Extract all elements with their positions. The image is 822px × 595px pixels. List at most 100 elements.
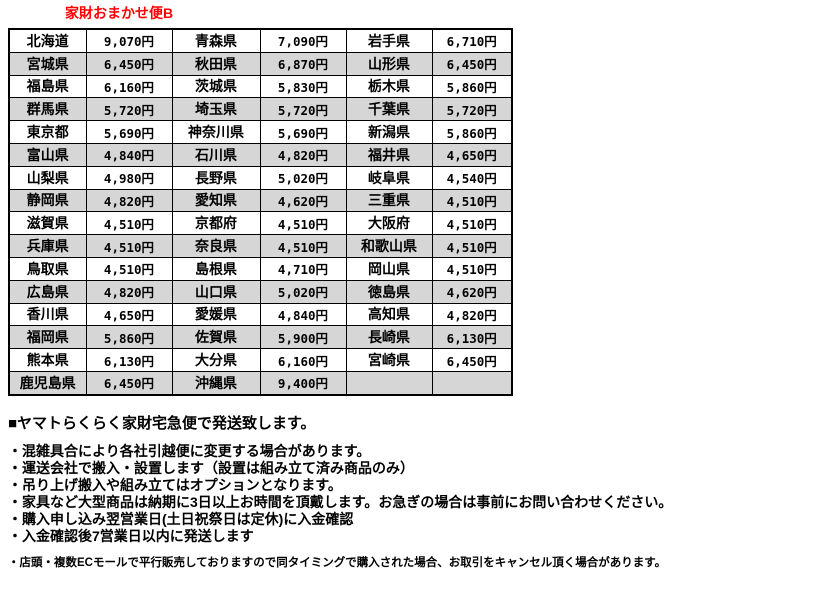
prefecture-cell: 大分県 bbox=[171, 348, 261, 372]
table-row: 山梨県 4,980円 長野県 5,020円 岐阜県 4,540円 bbox=[8, 165, 513, 190]
prefecture-cell: 香川県 bbox=[8, 302, 87, 327]
price-cell: 4,510円 bbox=[431, 256, 513, 281]
shipping-fee-table: 北海道 9,070円 青森県 7,090円 岩手県 6,710円 宮城県 6,450円 秋田県 6… bbox=[8, 28, 513, 396]
prefecture-cell: 滋賀県 bbox=[8, 211, 87, 236]
prefecture-cell: 鹿児島県 bbox=[8, 370, 87, 396]
prefecture-cell: 福岡県 bbox=[8, 325, 87, 350]
table-row: 広島県 4,820円 山口県 5,020円 徳島県 4,620円 bbox=[8, 279, 513, 304]
prefecture-cell: 長崎県 bbox=[345, 325, 433, 350]
price-cell: 5,690円 bbox=[259, 120, 347, 144]
prefecture-cell: 熊本県 bbox=[8, 348, 87, 372]
prefecture-cell: 岩手県 bbox=[345, 28, 433, 53]
price-cell: 4,820円 bbox=[259, 142, 347, 167]
prefecture-cell: 新潟県 bbox=[345, 120, 433, 144]
price-cell: 5,690円 bbox=[85, 120, 173, 144]
price-cell: 4,510円 bbox=[259, 211, 347, 236]
price-cell: 4,510円 bbox=[85, 256, 173, 281]
prefecture-cell: 秋田県 bbox=[171, 51, 261, 76]
prefecture-cell: 島根県 bbox=[171, 256, 261, 281]
prefecture-cell: 沖縄県 bbox=[171, 370, 261, 396]
prefecture-cell: 岐阜県 bbox=[345, 165, 433, 190]
prefecture-cell: 東京都 bbox=[8, 120, 87, 144]
prefecture-cell: 山梨県 bbox=[8, 165, 87, 190]
table-row: 香川県 4,650円 愛媛県 4,840円 高知県 4,820円 bbox=[8, 302, 513, 327]
prefecture-cell: 山形県 bbox=[345, 51, 433, 76]
table-row: 富山県 4,840円 石川県 4,820円 福井県 4,650円 bbox=[8, 142, 513, 167]
note-bullet: ・家具など大型商品は納期に3日以上お時間を頂戴します。お急ぎの場合は事前にお問い… bbox=[8, 494, 673, 510]
price-cell: 5,860円 bbox=[431, 120, 513, 144]
prefecture-cell: 愛知県 bbox=[171, 188, 261, 213]
price-cell: 4,540円 bbox=[431, 165, 513, 190]
price-cell: 4,650円 bbox=[85, 302, 173, 327]
notes-heading: ■ヤマトらくらく家財宅急便で発送致します。 bbox=[8, 415, 316, 432]
prefecture-cell: 千葉県 bbox=[345, 97, 433, 122]
prefecture-cell: 青森県 bbox=[171, 28, 261, 53]
prefecture-cell: 奈良県 bbox=[171, 234, 261, 258]
table-row: 兵庫県 4,510円 奈良県 4,510円 和歌山県 4,510円 bbox=[8, 234, 513, 258]
price-cell: 6,130円 bbox=[431, 325, 513, 350]
price-cell: 4,510円 bbox=[431, 211, 513, 236]
fee-table-body: 北海道 9,070円 青森県 7,090円 岩手県 6,710円 宮城県 6,450円 秋田県 6… bbox=[8, 28, 513, 396]
fee-table-title: 家財おまかせ便B bbox=[65, 5, 174, 21]
shipping-notes: ■ヤマトらくらく家財宅急便で発送致します。 ・混雑具合により各社引越便に変更する… bbox=[8, 412, 816, 570]
price-cell: 6,450円 bbox=[431, 51, 513, 76]
prefecture-cell: 石川県 bbox=[171, 142, 261, 167]
price-cell: 5,720円 bbox=[431, 97, 513, 122]
price-cell: 5,720円 bbox=[85, 97, 173, 122]
price-cell: 5,860円 bbox=[431, 74, 513, 99]
prefecture-cell: 宮城県 bbox=[8, 51, 87, 76]
table-row: 福島県 6,160円 茨城県 5,830円 栃木県 5,860円 bbox=[8, 74, 513, 99]
prefecture-cell: 茨城県 bbox=[171, 74, 261, 99]
table-row: 滋賀県 4,510円 京都府 4,510円 大阪府 4,510円 bbox=[8, 211, 513, 236]
notes-bullet-list: ・混雑具合により各社引越便に変更する場合があります。 ・運送会社で搬入・設置します… bbox=[8, 443, 816, 545]
note-bullet: ・運送会社で搬入・設置します（設置は組み立て済み商品のみ） bbox=[8, 460, 414, 476]
price-cell: 4,620円 bbox=[259, 188, 347, 213]
prefecture-cell: 長野県 bbox=[171, 165, 261, 190]
price-cell: 6,160円 bbox=[85, 74, 173, 99]
table-row: 鳥取県 4,510円 島根県 4,710円 岡山県 4,510円 bbox=[8, 256, 513, 281]
note-bullet: ・入金確認後7営業日以内に発送します bbox=[8, 528, 254, 544]
price-cell: 6,450円 bbox=[85, 370, 173, 396]
prefecture-cell: 広島県 bbox=[8, 279, 87, 304]
note-bullet: ・購入申し込み翌営業日(土日祝祭日は定休)に入金確認 bbox=[8, 511, 354, 527]
price-cell: 5,720円 bbox=[259, 97, 347, 122]
price-cell: 5,830円 bbox=[259, 74, 347, 99]
prefecture-cell: 北海道 bbox=[8, 28, 87, 53]
table-row: 東京都 5,690円 神奈川県 5,690円 新潟県 5,860円 bbox=[8, 120, 513, 144]
price-cell bbox=[431, 370, 513, 396]
note-bullet: ・吊り上げ搬入や組み立てはオプションとなります。 bbox=[8, 477, 342, 493]
price-cell: 4,510円 bbox=[85, 234, 173, 258]
table-row: 北海道 9,070円 青森県 7,090円 岩手県 6,710円 bbox=[8, 28, 513, 53]
price-cell: 4,650円 bbox=[431, 142, 513, 167]
prefecture-cell: 鳥取県 bbox=[8, 256, 87, 281]
prefecture-cell: 福島県 bbox=[8, 74, 87, 99]
prefecture-cell: 神奈川県 bbox=[171, 120, 261, 144]
prefecture-cell: 愛媛県 bbox=[171, 302, 261, 327]
price-cell: 5,020円 bbox=[259, 279, 347, 304]
price-cell: 6,160円 bbox=[259, 348, 347, 372]
prefecture-cell: 福井県 bbox=[345, 142, 433, 167]
price-cell: 4,820円 bbox=[431, 302, 513, 327]
notes-small-note: ・店頭・複数ECモールで平行販売しておりますので同タイミングで購入された場合、お… bbox=[8, 557, 667, 569]
prefecture-cell: 三重県 bbox=[345, 188, 433, 213]
prefecture-cell: 大阪府 bbox=[345, 211, 433, 236]
table-row: 宮城県 6,450円 秋田県 6,870円 山形県 6,450円 bbox=[8, 51, 513, 76]
prefecture-cell: 高知県 bbox=[345, 302, 433, 327]
price-cell: 4,510円 bbox=[85, 211, 173, 236]
prefecture-cell: 徳島県 bbox=[345, 279, 433, 304]
price-cell: 7,090円 bbox=[259, 28, 347, 53]
prefecture-cell: 群馬県 bbox=[8, 97, 87, 122]
price-cell: 5,860円 bbox=[85, 325, 173, 350]
table-row: 鹿児島県 6,450円 沖縄県 9,400円 bbox=[8, 370, 513, 396]
price-cell: 9,070円 bbox=[85, 28, 173, 53]
price-cell: 4,840円 bbox=[85, 142, 173, 167]
table-row: 熊本県 6,130円 大分県 6,160円 宮崎県 6,450円 bbox=[8, 348, 513, 372]
price-cell: 6,870円 bbox=[259, 51, 347, 76]
prefecture-cell: 栃木県 bbox=[345, 74, 433, 99]
table-row: 静岡県 4,820円 愛知県 4,620円 三重県 4,510円 bbox=[8, 188, 513, 213]
note-bullet: ・混雑具合により各社引越便に変更する場合があります。 bbox=[8, 443, 371, 459]
prefecture-cell: 岡山県 bbox=[345, 256, 433, 281]
prefecture-cell: 静岡県 bbox=[8, 188, 87, 213]
price-cell: 4,620円 bbox=[431, 279, 513, 304]
